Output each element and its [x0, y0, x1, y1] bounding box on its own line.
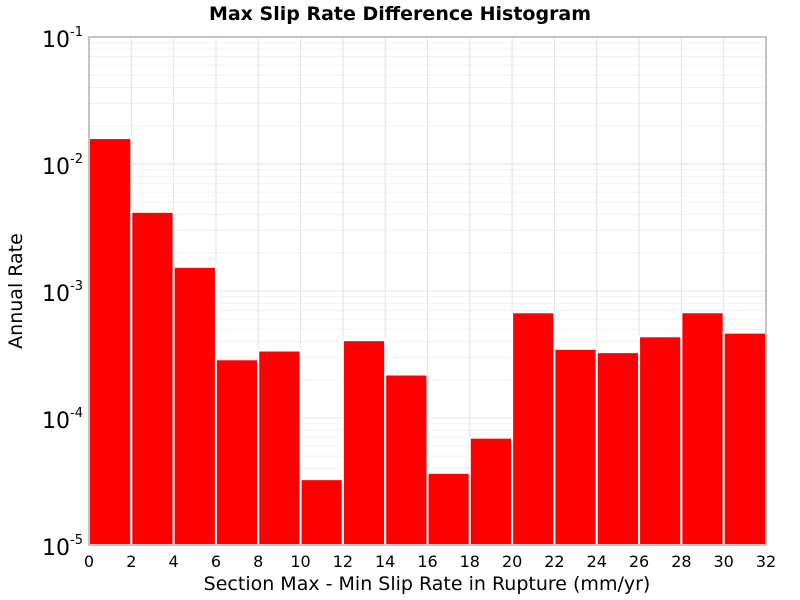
x-tick-label: 8: [253, 552, 263, 571]
x-tick-label: 4: [169, 552, 179, 571]
histogram-bar: [384, 373, 429, 547]
histogram-bar: [638, 335, 683, 547]
y-axis-ticks: 10-5 10-4 10-3 10-2 10-1: [42, 25, 83, 561]
x-tick-label: 22: [544, 552, 564, 571]
histogram-bar: [257, 349, 302, 546]
x-tick-label: 16: [417, 552, 437, 571]
plot-frame: [88, 36, 767, 546]
y-tick-label: 10-3: [42, 279, 83, 307]
x-tick-label: 10: [290, 552, 310, 571]
histogram-bar: [88, 137, 133, 547]
x-tick-label: 24: [587, 552, 607, 571]
histogram-bar: [511, 311, 556, 546]
y-tick-label: 10-4: [42, 406, 83, 434]
histogram-bar: [553, 347, 598, 546]
x-tick-label: 32: [756, 552, 776, 571]
y-tick-label: 10-1: [42, 25, 83, 53]
histogram-bar: [214, 358, 260, 546]
x-tick-label: 2: [126, 552, 136, 571]
histogram-bar: [426, 471, 471, 546]
x-tick-label: 6: [211, 552, 221, 571]
histogram-bar: [341, 339, 387, 546]
x-tick-label: 30: [714, 552, 734, 571]
x-tick-label: 28: [671, 552, 691, 571]
chart-title: Max Slip Rate Difference Histogram: [209, 3, 591, 25]
x-tick-label: 18: [460, 552, 480, 571]
x-axis-ticks: 0 2 4 6 8 10 12 14 16 18 20 22 24 26 28 30 32: [84, 552, 776, 571]
x-tick-label: 14: [375, 552, 395, 571]
y-axis-label: Annual Rate: [5, 233, 27, 349]
x-tick-label: 20: [502, 552, 522, 571]
x-tick-label: 26: [629, 552, 649, 571]
histogram-bar: [172, 265, 217, 546]
histogram-bar: [722, 331, 767, 547]
x-tick-label: 12: [333, 552, 353, 571]
histogram-bar: [130, 210, 175, 546]
y-tick-label: 10-2: [42, 152, 83, 180]
histogram-bar: [680, 311, 725, 546]
x-axis-label: Section Max - Min Slip Rate in Rupture (…: [204, 573, 651, 595]
y-tick-label: 10-5: [42, 533, 83, 561]
histogram-bar: [299, 478, 344, 547]
x-tick-label: 0: [84, 552, 94, 571]
histogram-bar: [468, 436, 514, 546]
histogram-bar: [595, 351, 641, 547]
